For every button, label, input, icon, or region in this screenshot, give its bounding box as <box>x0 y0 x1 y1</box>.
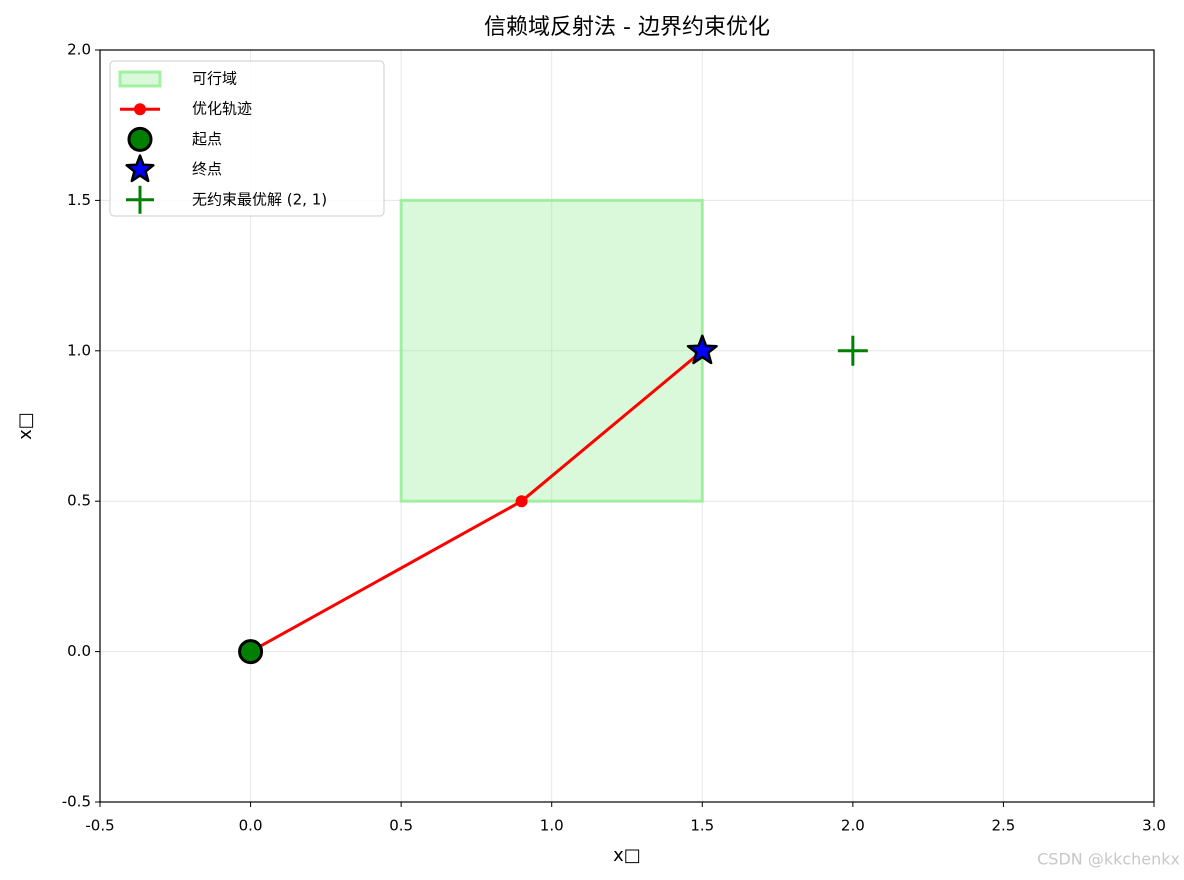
start-marker <box>238 639 264 665</box>
legend-swatch <box>134 103 146 116</box>
y-tick-label: 0.0 <box>67 642 91 660</box>
x-tick-label: 1.5 <box>690 817 714 835</box>
legend-label: 优化轨迹 <box>192 100 252 118</box>
legend-swatch <box>118 70 162 88</box>
y-tick-label: 0.5 <box>67 492 91 510</box>
y-tick-label: 1.0 <box>67 341 91 359</box>
end-marker <box>686 334 718 365</box>
x-tick-label: -0.5 <box>85 817 114 835</box>
x-tick-label: 0.5 <box>389 817 413 835</box>
feasible-region <box>399 198 704 503</box>
legend-label: 可行域 <box>192 70 237 88</box>
trajectory-point <box>515 495 528 508</box>
watermark: CSDN @kkchenkx <box>1037 850 1180 869</box>
x-tick-label: 0.0 <box>239 817 263 835</box>
x-tick-label: 3.0 <box>1142 817 1166 835</box>
y-tick-label: -0.5 <box>62 793 91 811</box>
x-tick-label: 2.0 <box>841 817 865 835</box>
legend-swatch <box>125 154 155 183</box>
x-tick-label: 2.5 <box>991 817 1015 835</box>
legend-swatch <box>126 185 154 214</box>
x-tick-label: 1.0 <box>540 817 564 835</box>
x-axis-label: x□ <box>613 845 641 866</box>
legend-label: 起点 <box>192 130 222 148</box>
legend-label: 终点 <box>192 160 222 178</box>
y-tick-label: 2.0 <box>67 41 91 59</box>
chart-title: 信赖域反射法 - 边界约束优化 <box>484 15 770 40</box>
legend-label: 无约束最优解 (2, 1) <box>192 190 327 208</box>
y-axis-label: x□ <box>15 412 36 440</box>
y-tick-label: 1.5 <box>67 191 91 209</box>
legend-box <box>109 60 385 217</box>
optimum-marker <box>837 335 868 366</box>
legend-swatch <box>127 126 153 152</box>
plot-frame <box>99 49 1155 803</box>
